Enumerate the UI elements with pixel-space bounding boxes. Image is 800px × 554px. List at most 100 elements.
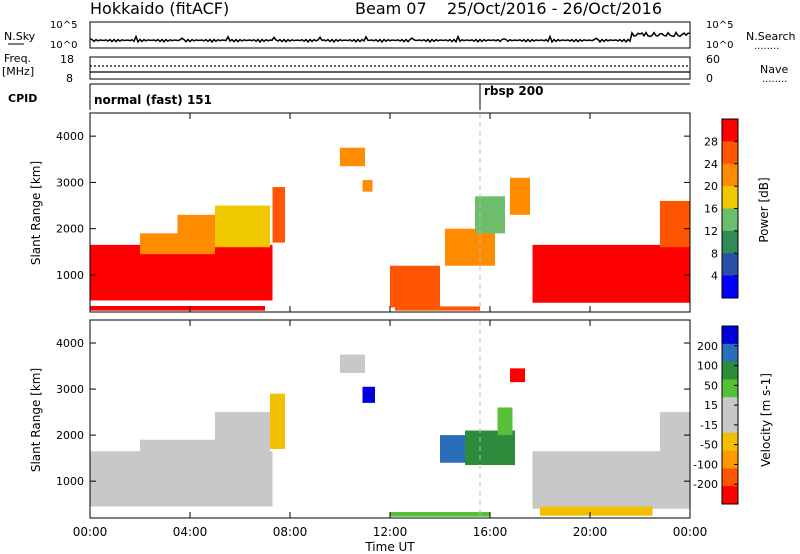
freq-tick-top: 18 [60, 53, 74, 66]
data-cell-region [465, 430, 515, 466]
colorbar-swatch [722, 141, 738, 165]
data-cell-region [270, 393, 285, 449]
station-title: Hokkaido (fitACF) [90, 0, 229, 18]
nsky-series-line [89, 31, 691, 44]
data-cell-region [395, 306, 480, 311]
colorbar-tick-label: 4 [711, 270, 718, 283]
y-tick-label: 4000 [56, 337, 84, 350]
freq-label: Freq. [4, 52, 31, 65]
data-cell-region [390, 512, 490, 517]
colorbar-tick-label: 8 [711, 247, 718, 260]
data-cell-region [532, 451, 690, 509]
nave-tick-bottom: 0 [706, 72, 713, 85]
time-x-axis: 00:00 04:00 08:00 12:00 16:00 20:00 00:00 [73, 113, 708, 539]
velocity-colorbar: 200 100 50 15 -15 -50 -100 -200 [693, 325, 739, 505]
colorbar-tick-label: 24 [704, 158, 718, 171]
colorbar-swatch [722, 186, 738, 209]
y-tick-label: 3000 [56, 176, 84, 189]
cpid-segment-rbsp: rbsp 200 [484, 84, 543, 98]
x-tick-label: 00:00 [673, 525, 708, 539]
nsearch-tick-bottom: 10^0 [706, 40, 733, 51]
power-y-axis-label: Slant Range [km] [29, 161, 43, 265]
colorbar-swatch [722, 361, 738, 380]
nsearch-label: N.Search [746, 30, 796, 43]
y-tick-label: 1000 [56, 269, 84, 282]
x-tick-label: 20:00 [573, 525, 608, 539]
data-cell-region [510, 368, 525, 383]
colorbar-swatch [722, 119, 738, 142]
velocity-colorbar-label: Velocity [m s-1] [759, 373, 773, 467]
nsearch-legend-dots: ........ [754, 41, 779, 52]
nsky-panel-frame [89, 21, 691, 49]
colorbar-tick-label: -50 [700, 439, 718, 452]
nave-tick-top: 60 [706, 53, 720, 66]
data-cell-region [660, 200, 690, 248]
data-cell-region [362, 180, 373, 192]
data-cell-region [90, 305, 265, 311]
nsearch-tick-top: 10^5 [706, 20, 733, 31]
colorbar-swatch [722, 450, 738, 469]
colorbar-swatch [722, 326, 738, 345]
data-cell-region [532, 244, 690, 303]
data-cell-region [90, 251, 128, 294]
colorbar-swatch [722, 432, 738, 452]
data-cell-region [272, 187, 285, 243]
colorbar-tick-label: 20 [704, 180, 718, 193]
colorbar-swatch [722, 163, 738, 187]
nsky-label: N.Sky [4, 30, 36, 43]
colorbar-swatch [722, 275, 738, 299]
velocity-y-axis-label: Slant Range [km] [29, 368, 43, 472]
y-tick-label: 2000 [56, 223, 84, 236]
power-colorbar: 28 24 20 16 12 8 4 [704, 118, 739, 299]
y-tick-label: 1000 [56, 475, 84, 488]
colorbar-tick-label: -15 [700, 419, 718, 432]
colorbar-swatch [722, 415, 738, 434]
data-cell-region [540, 506, 653, 516]
colorbar-swatch [722, 397, 738, 416]
colorbar-swatch [722, 230, 738, 254]
power-y-axis: 4000 3000 2000 1000 [56, 130, 690, 282]
colorbar-swatch [722, 253, 738, 277]
data-cell-region [340, 354, 365, 373]
x-tick-label: 08:00 [273, 525, 308, 539]
power-heatmap [90, 147, 690, 311]
nsky-tick-top: 10^5 [50, 20, 77, 31]
velocity-y-axis: 4000 3000 2000 1000 [56, 337, 690, 488]
freq-unit-label: [MHz] [2, 65, 34, 78]
colorbar-tick-label: 50 [704, 379, 718, 392]
data-cell-region [340, 147, 365, 167]
x-tick-label: 04:00 [173, 525, 208, 539]
data-cell-region [660, 412, 690, 454]
cpid-label: CPID [8, 92, 37, 105]
colorbar-swatch [722, 468, 738, 487]
data-cell-region [362, 386, 375, 403]
colorbar-tick-label: 200 [697, 340, 718, 353]
colorbar-swatch [722, 343, 738, 363]
colorbar-tick-label: -100 [693, 458, 718, 471]
x-tick-label: 12:00 [373, 525, 408, 539]
power-colorbar-label: Power [dB] [757, 177, 771, 242]
colorbar-swatch [722, 486, 738, 505]
data-cell-region [445, 228, 495, 266]
colorbar-swatch [722, 379, 738, 398]
colorbar-swatch [722, 208, 738, 232]
colorbar-tick-label: -200 [693, 478, 718, 491]
colorbar-tick-label: 16 [704, 203, 718, 216]
data-cell-region [497, 407, 513, 436]
y-tick-label: 4000 [56, 130, 84, 143]
beam-label: Beam 07 [355, 0, 427, 18]
colorbar-tick-label: 12 [704, 225, 718, 238]
data-cell-region [215, 205, 270, 248]
data-cell-region [390, 265, 440, 308]
colorbar-tick-label: 100 [697, 360, 718, 373]
freq-tick-bottom: 8 [66, 72, 73, 85]
colorbar-tick-label: 15 [704, 399, 718, 412]
y-tick-label: 2000 [56, 429, 84, 442]
time-axis-label: Time UT [364, 540, 415, 554]
x-tick-label: 16:00 [473, 525, 508, 539]
freq-panel-frame [89, 56, 691, 80]
nave-legend-dots: ........ [762, 74, 787, 85]
data-cell-region [140, 439, 215, 461]
nave-label: Nave [760, 63, 788, 76]
